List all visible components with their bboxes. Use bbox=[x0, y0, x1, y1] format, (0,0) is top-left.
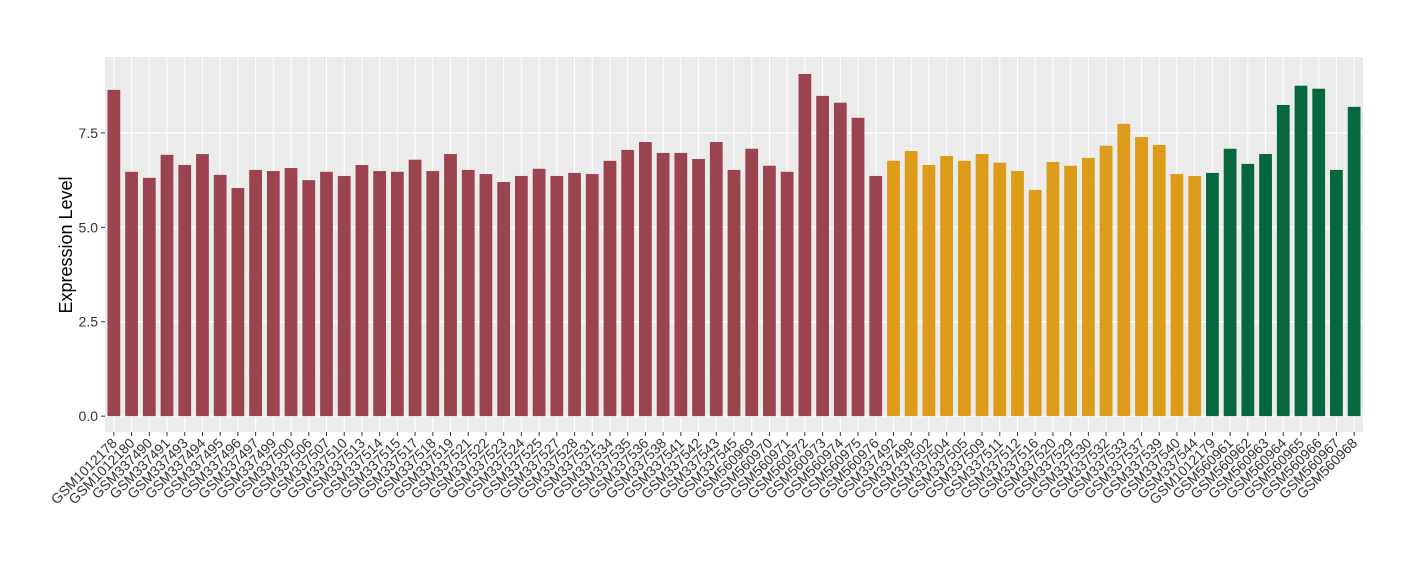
bar bbox=[515, 175, 528, 417]
bar bbox=[1347, 106, 1361, 417]
bar bbox=[390, 171, 404, 417]
bar bbox=[302, 180, 316, 417]
bar bbox=[957, 160, 971, 417]
bar bbox=[178, 165, 192, 417]
bar bbox=[373, 171, 387, 417]
bar bbox=[869, 175, 883, 417]
bar bbox=[1259, 154, 1272, 417]
bar bbox=[851, 117, 865, 417]
bar bbox=[887, 160, 900, 417]
bar bbox=[674, 152, 688, 417]
bar bbox=[1046, 161, 1060, 417]
bar bbox=[160, 154, 174, 417]
bar bbox=[993, 162, 1007, 417]
bar bbox=[940, 155, 953, 417]
bar bbox=[213, 174, 227, 417]
bar bbox=[568, 172, 581, 417]
bar bbox=[709, 141, 723, 417]
y-tick-label: 5.0 bbox=[79, 219, 99, 235]
bar bbox=[550, 175, 564, 417]
bar bbox=[639, 141, 652, 417]
bar bbox=[231, 188, 245, 417]
bar bbox=[1312, 88, 1326, 417]
bar bbox=[1241, 163, 1255, 417]
bar bbox=[1064, 165, 1078, 417]
bar bbox=[745, 148, 759, 417]
bar bbox=[1294, 85, 1308, 417]
bar bbox=[196, 154, 209, 417]
y-tick-label: 2.5 bbox=[79, 314, 99, 330]
bar bbox=[408, 159, 422, 417]
bar bbox=[1028, 189, 1042, 417]
bar bbox=[125, 171, 138, 417]
bar bbox=[1117, 123, 1131, 417]
bar bbox=[585, 174, 599, 417]
bar bbox=[1081, 157, 1095, 417]
bar bbox=[780, 171, 794, 417]
bar bbox=[1170, 174, 1184, 417]
bar bbox=[603, 160, 617, 417]
bar bbox=[1206, 172, 1219, 417]
bar bbox=[1152, 144, 1166, 417]
bar bbox=[1276, 104, 1290, 417]
bar bbox=[1188, 175, 1202, 417]
bar bbox=[284, 168, 298, 417]
bar bbox=[249, 169, 262, 417]
y-axis-title: Expression Level bbox=[56, 176, 76, 313]
bar bbox=[1011, 171, 1024, 417]
bar bbox=[763, 165, 776, 417]
bar bbox=[975, 154, 989, 417]
bar bbox=[320, 171, 333, 417]
bar bbox=[1223, 148, 1237, 417]
bar bbox=[816, 95, 829, 417]
bar bbox=[355, 165, 369, 417]
bar bbox=[904, 151, 918, 417]
bar bbox=[444, 154, 457, 417]
y-tick-label: 7.5 bbox=[79, 125, 99, 141]
bar bbox=[727, 169, 741, 417]
bar bbox=[107, 89, 121, 417]
bar bbox=[461, 169, 475, 417]
bar bbox=[479, 174, 493, 417]
bar bbox=[1135, 137, 1148, 417]
bar bbox=[142, 177, 156, 417]
bar bbox=[798, 73, 812, 417]
bar bbox=[656, 152, 670, 417]
bar bbox=[621, 149, 635, 417]
bar bbox=[1099, 145, 1113, 417]
bar bbox=[1330, 169, 1343, 417]
y-tick-label: 0.0 bbox=[79, 408, 99, 424]
bar bbox=[922, 165, 936, 417]
bar bbox=[692, 158, 705, 417]
bar bbox=[532, 168, 546, 417]
bar bbox=[337, 175, 351, 417]
bar bbox=[497, 182, 511, 417]
bar bbox=[426, 171, 440, 417]
bar bbox=[266, 171, 280, 417]
bar bbox=[833, 102, 847, 417]
